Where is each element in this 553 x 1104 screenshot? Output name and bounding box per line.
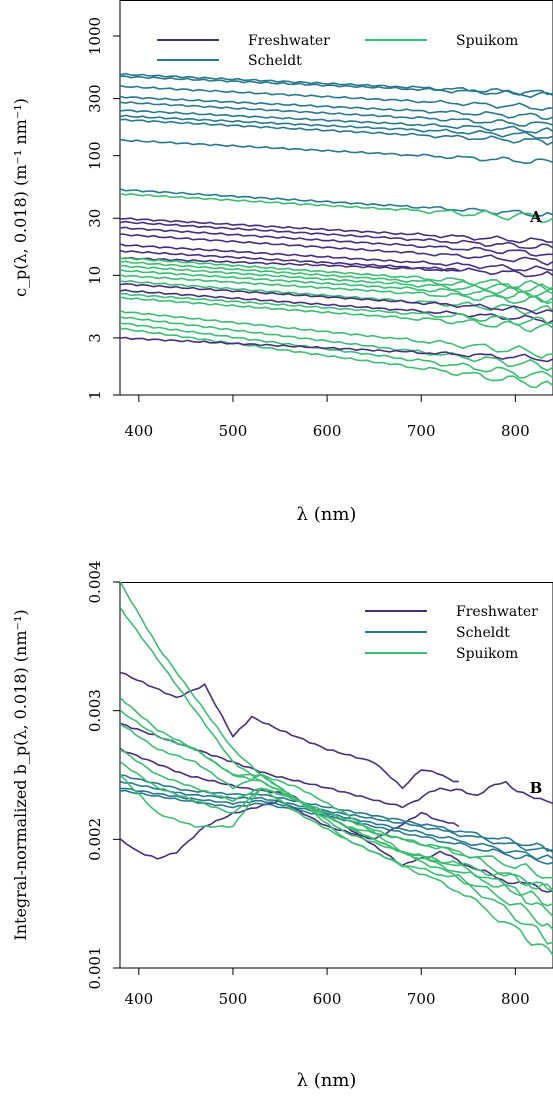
legend-label-freshwater: Freshwater [248, 33, 330, 49]
y-tick-label: 100 [86, 141, 104, 170]
x-tick-label: 600 [313, 990, 342, 1008]
panel-label: A [529, 208, 542, 226]
series-line-freshwater [120, 217, 553, 244]
series-line-scheldt [120, 72, 553, 96]
series-line-spuikom [120, 327, 553, 389]
plot-frame [119, 0, 553, 396]
y-tick-label: 0.002 [86, 818, 104, 861]
series-line-scheldt [120, 787, 553, 861]
series-line-scheldt [120, 75, 553, 99]
series-line-spuikom [120, 274, 553, 305]
series-line-scheldt [120, 138, 553, 164]
series-line-freshwater [120, 256, 460, 272]
y-axis-label: Integral-normalized b_p(λ, 0.018) (nm⁻¹) [11, 609, 30, 940]
series-line-spuikom [120, 256, 553, 292]
series-line-scheldt [120, 84, 553, 111]
series-line-scheldt [120, 118, 553, 146]
series-line-spuikom [120, 774, 553, 879]
panel-label: B [530, 779, 543, 797]
y-tick-label: 0.001 [86, 947, 104, 990]
series-line-spuikom [120, 316, 553, 372]
y-tick-label: 0.003 [86, 689, 104, 732]
series-line-freshwater [120, 336, 553, 363]
series-line-spuikom [120, 268, 553, 303]
y-tick-label: 30 [86, 209, 104, 228]
x-tick-label: 700 [407, 422, 436, 440]
x-tick-label: 400 [125, 990, 154, 1008]
legend: Freshwater Scheldt Spuikom [365, 604, 538, 662]
series-line-freshwater [120, 243, 553, 272]
series-line-scheldt [120, 114, 553, 139]
series-line-scheldt [120, 789, 553, 865]
series-line-scheldt [120, 188, 553, 217]
series-line-spuikom [120, 279, 553, 316]
series-group [120, 582, 553, 956]
y-axis-label: c_p(λ, 0.018) (m⁻¹ nm⁻¹) [11, 98, 30, 297]
legend-label-scheldt: Scheldt [456, 625, 510, 641]
series-line-spuikom [120, 296, 553, 333]
legend-label-scheldt: Scheldt [248, 53, 302, 69]
series-line-spuikom [120, 582, 553, 956]
x-tick-label: 500 [219, 990, 248, 1008]
legend-label-spuikom: Spuikom [456, 646, 518, 662]
y-tick-label: 300 [86, 84, 104, 113]
series-line-scheldt [120, 95, 553, 121]
series-line-spuikom [120, 264, 553, 299]
series-line-scheldt [120, 109, 553, 134]
series-line-spuikom [120, 606, 553, 930]
series-line-freshwater [120, 220, 553, 250]
series-group [120, 72, 553, 389]
x-tick-label: 700 [407, 990, 436, 1008]
x-tick-label: 400 [125, 422, 154, 440]
series-line-spuikom [120, 749, 553, 892]
series-line-spuikom [120, 709, 553, 918]
legend: Freshwater Scheldt Spuikom [157, 33, 518, 69]
panel-B: 400 500 600 700 800 0.001 0.002 0.003 0.004 λ (nm… [11, 561, 553, 1091]
legend-label-freshwater: Freshwater [456, 604, 538, 620]
series-line-freshwater [120, 249, 553, 278]
series-line-freshwater [120, 289, 553, 325]
x-tick-label: 800 [501, 422, 530, 440]
y-tick-label: 1 [86, 390, 104, 400]
x-tick-label: 800 [501, 990, 530, 1008]
series-line-spuikom [120, 309, 553, 359]
y-tick-label: 1000 [86, 17, 104, 55]
series-line-freshwater [120, 671, 459, 790]
series-line-spuikom [120, 322, 553, 379]
series-line-spuikom [120, 760, 553, 945]
panel-A: 400 500 600 700 800 1 3 10 30 100 300 1000 λ (nm) c_p… [11, 0, 553, 525]
x-tick-label: 600 [313, 422, 342, 440]
series-line-spuikom [120, 292, 553, 326]
x-tick-label: 500 [219, 422, 248, 440]
legend-label-spuikom: Spuikom [456, 33, 518, 49]
y-tick-label: 10 [86, 266, 104, 285]
x-axis-label: λ (nm) [297, 504, 357, 525]
y-tick-label: 0.004 [86, 561, 104, 604]
x-axis-label: λ (nm) [297, 1070, 357, 1091]
series-line-scheldt [120, 101, 553, 127]
series-line-freshwater [120, 226, 553, 257]
series-line-freshwater [120, 233, 553, 266]
y-tick-label: 3 [86, 333, 104, 343]
series-line-spuikom [120, 192, 553, 224]
series-line-freshwater [120, 283, 553, 315]
